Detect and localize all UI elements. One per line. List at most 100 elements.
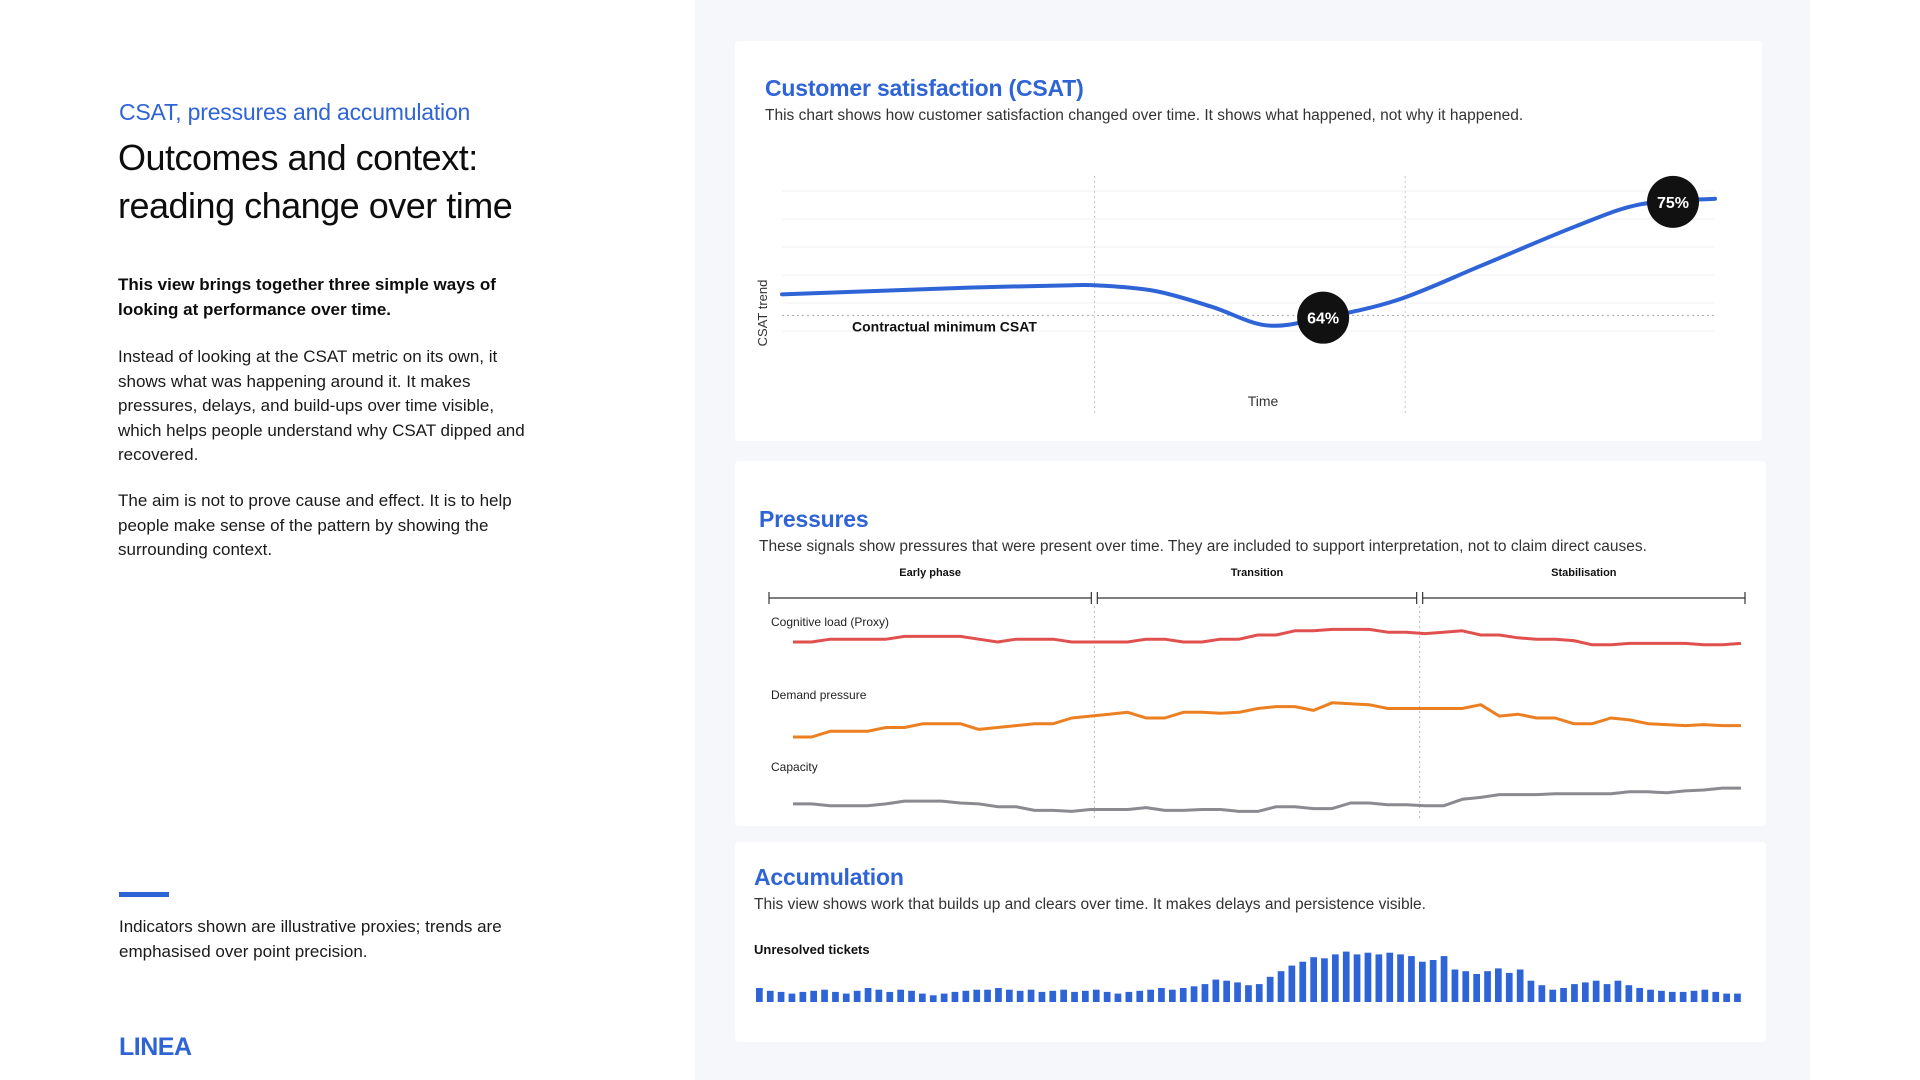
csat-threshold-label: Contractual minimum CSAT <box>852 318 1037 334</box>
csat-annotation-badge: 75% <box>1647 175 1700 228</box>
eyebrow: CSAT, pressures and accumulation <box>119 99 471 125</box>
csat-annotation-badge: 64% <box>1297 291 1350 344</box>
accumulation-bar <box>766 990 774 1002</box>
accumulation-bar <box>1255 984 1263 1002</box>
pressures-card: Pressures These signals show pressures t… <box>735 461 1766 826</box>
accumulation-bar <box>1505 972 1513 1002</box>
accumulation-bar <box>1353 954 1361 1002</box>
accumulation-bar <box>1364 952 1372 1002</box>
accumulation-bar <box>1614 980 1622 1002</box>
csat-annotation-label: 75% <box>1657 195 1689 212</box>
accumulation-bar <box>1408 956 1415 1002</box>
csat-annotation-label: 64% <box>1307 311 1339 328</box>
accumulation-bar <box>1538 985 1546 1002</box>
accumulation-bar <box>1125 991 1133 1002</box>
page-title: Outcomes and context: reading change ove… <box>118 134 578 230</box>
footnote: Indicators shown are illustrative proxie… <box>119 917 502 961</box>
accumulation-bar <box>995 988 1002 1002</box>
accumulation-bar <box>1266 976 1274 1002</box>
accumulation-bar <box>1516 969 1524 1002</box>
accumulation-bar <box>1006 989 1013 1002</box>
accumulation-bar <box>1701 989 1709 1002</box>
csat-y-axis-label: CSAT trend <box>755 280 770 347</box>
demand-pressure-line <box>793 701 1741 739</box>
capacity-line <box>793 786 1741 813</box>
accumulation-bar <box>1625 985 1633 1002</box>
pressures-series-label: Capacity <box>771 760 818 774</box>
accumulation-bar <box>1169 989 1176 1002</box>
accumulation-bar <box>984 989 991 1002</box>
accumulation-bar <box>908 990 915 1002</box>
csat-title: Customer satisfaction (CSAT) <box>765 75 1084 101</box>
phase-label: Stabilisation <box>1551 567 1617 579</box>
lead-paragraph: This view brings together three simple w… <box>118 275 496 319</box>
accumulation-bar <box>1332 954 1339 1002</box>
accumulation-bar <box>810 990 817 1002</box>
cognitive-load-line <box>793 627 1742 647</box>
accumulation-bar <box>1071 991 1078 1002</box>
accumulation-bar <box>788 993 796 1002</box>
accumulation-bar <box>1245 985 1252 1002</box>
accumulation-bar <box>1451 969 1459 1002</box>
accumulation-bar <box>1495 968 1502 1002</box>
accumulation-bar <box>842 993 850 1002</box>
accumulation-bar <box>1027 989 1035 1002</box>
phase-label: Transition <box>1231 567 1284 579</box>
pressures-series-label: Cognitive load (Proxy) <box>771 615 889 629</box>
accumulation-bar <box>1668 991 1676 1002</box>
accumulation-bar <box>777 991 785 1002</box>
accumulation-bar <box>1288 965 1296 1002</box>
page-title-line-2: reading change over time <box>118 185 513 226</box>
phase-label: Early phase <box>899 567 961 579</box>
accumulation-bar <box>1571 984 1578 1002</box>
accumulation-bar <box>1342 951 1350 1002</box>
accumulation-card: Accumulation This view shows work that b… <box>735 842 1766 1042</box>
accumulation-bar <box>1201 984 1209 1002</box>
csat-series-line <box>780 196 1717 328</box>
accumulation-bar <box>832 991 839 1002</box>
pressures-title: Pressures <box>759 506 869 532</box>
charts-panel: Customer satisfaction (CSAT) This chart … <box>695 0 1810 1080</box>
accumulation-bar <box>756 988 763 1002</box>
accumulation-bar <box>1397 954 1404 1002</box>
accumulation-bar <box>951 991 959 1002</box>
accumulation-title: Accumulation <box>754 864 904 890</box>
accumulation-bar <box>1647 989 1654 1002</box>
accumulation-bar <box>1234 982 1241 1002</box>
accumulation-bar <box>1679 991 1687 1002</box>
accumulation-chart: Unresolved tickets <box>754 942 1741 1002</box>
accumulation-bar <box>1484 971 1491 1002</box>
accumulation-bar <box>1603 984 1611 1002</box>
accumulation-bar <box>1375 954 1383 1002</box>
body-paragraph-1: Instead of looking at the CSAT metric on… <box>118 347 525 464</box>
accumulation-bar <box>1277 971 1285 1002</box>
accumulation-bar <box>1082 990 1089 1002</box>
accumulation-bar <box>1321 958 1328 1002</box>
accumulation-bar <box>875 989 883 1002</box>
accumulation-bar <box>1473 974 1480 1002</box>
accumulation-bar <box>1049 990 1057 1002</box>
accumulation-bar <box>1136 990 1144 1002</box>
accumulation-bar <box>886 991 894 1002</box>
pressures-series-label: Demand pressure <box>771 688 867 702</box>
accumulation-bar <box>1092 989 1100 1002</box>
accumulation-bar <box>1734 993 1741 1002</box>
accumulation-bar <box>1560 988 1567 1002</box>
accumulation-bar <box>1016 990 1024 1002</box>
csat-card: Customer satisfaction (CSAT) This chart … <box>735 41 1762 441</box>
body-paragraph-2: The aim is not to prove cause and effect… <box>118 491 512 559</box>
accumulation-bar <box>1212 979 1220 1002</box>
csat-x-axis-label: Time <box>1248 393 1279 409</box>
accumulation-bar <box>1114 993 1122 1002</box>
intro-panel: CSAT, pressures and accumulation Outcome… <box>0 0 695 1080</box>
accumulation-bar <box>1386 952 1394 1002</box>
accumulation-bar <box>1712 991 1720 1002</box>
accumulation-bar <box>1440 956 1448 1002</box>
accumulation-bar <box>1038 991 1046 1002</box>
accumulation-series-label: Unresolved tickets <box>754 942 870 957</box>
accumulation-subtitle: This view shows work that builds up and … <box>754 896 1426 913</box>
accumulation-bar <box>1658 990 1665 1002</box>
accumulation-bar <box>853 990 861 1002</box>
accumulation-bar <box>897 989 904 1002</box>
accumulation-bar <box>1636 988 1643 1002</box>
